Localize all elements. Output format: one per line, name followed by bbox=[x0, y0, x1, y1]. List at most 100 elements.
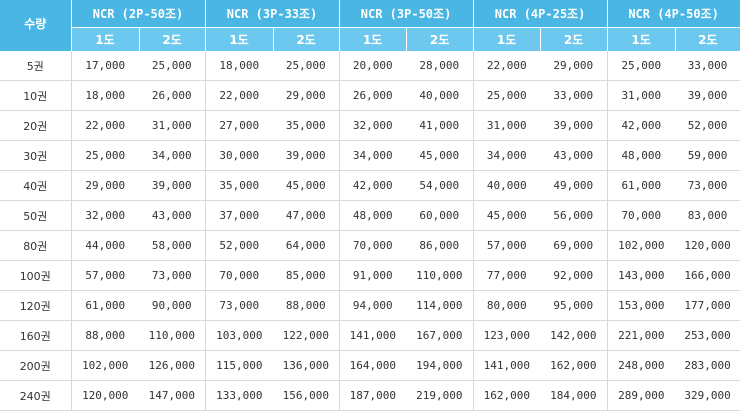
price-cell: 35,000 bbox=[205, 170, 274, 201]
price-cell: 29,000 bbox=[273, 80, 340, 111]
price-cell: 69,000 bbox=[540, 230, 608, 261]
price-cell: 45,000 bbox=[273, 170, 340, 201]
price-cell: 164,000 bbox=[339, 350, 407, 381]
price-cell: 52,000 bbox=[675, 110, 740, 141]
price-cell: 33,000 bbox=[540, 80, 608, 111]
price-cell: 102,000 bbox=[71, 350, 139, 381]
price-cell: 28,000 bbox=[406, 51, 474, 81]
price-cell: 95,000 bbox=[540, 290, 608, 321]
price-cell: 64,000 bbox=[273, 230, 340, 261]
table-row: 40권 29,000 39,000 35,000 45,000 42,000 54,000 4… bbox=[0, 170, 740, 201]
group-header-3p-50: NCR (3P-50조) bbox=[339, 0, 474, 28]
price-cell: 29,000 bbox=[71, 170, 139, 201]
price-cell: 58,000 bbox=[139, 230, 206, 261]
price-cell: 126,000 bbox=[139, 350, 206, 381]
price-cell: 187,000 bbox=[339, 380, 407, 411]
price-cell: 25,000 bbox=[273, 51, 340, 81]
quantity-cell: 240권 bbox=[0, 380, 72, 411]
price-cell: 110,000 bbox=[139, 320, 206, 351]
sub-header-1-color: 1도 bbox=[339, 27, 407, 51]
group-header-2p-50: NCR (2P-50조) bbox=[71, 0, 206, 28]
table-row: 5권 17,000 25,000 18,000 25,000 20,000 28,000 22… bbox=[0, 51, 740, 81]
price-cell: 120,000 bbox=[675, 230, 740, 261]
price-cell: 32,000 bbox=[71, 200, 139, 231]
price-cell: 22,000 bbox=[473, 51, 541, 81]
price-cell: 31,000 bbox=[139, 110, 206, 141]
price-cell: 54,000 bbox=[406, 170, 474, 201]
price-cell: 94,000 bbox=[339, 290, 407, 321]
price-cell: 40,000 bbox=[406, 80, 474, 111]
price-cell: 122,000 bbox=[273, 320, 340, 351]
price-cell: 20,000 bbox=[339, 51, 407, 81]
price-cell: 43,000 bbox=[139, 200, 206, 231]
price-cell: 27,000 bbox=[205, 110, 274, 141]
sub-header-2-color: 2도 bbox=[273, 27, 340, 51]
price-cell: 141,000 bbox=[339, 320, 407, 351]
table-row: 50권 32,000 43,000 37,000 47,000 48,000 60,000 4… bbox=[0, 200, 740, 231]
price-cell: 102,000 bbox=[607, 230, 676, 261]
price-cell: 17,000 bbox=[71, 51, 139, 81]
price-cell: 18,000 bbox=[205, 51, 274, 81]
price-cell: 31,000 bbox=[607, 80, 676, 111]
price-cell: 133,000 bbox=[205, 380, 274, 411]
price-cell: 92,000 bbox=[540, 260, 608, 291]
price-cell: 25,000 bbox=[473, 80, 541, 111]
price-cell: 59,000 bbox=[675, 140, 740, 171]
price-cell: 86,000 bbox=[406, 230, 474, 261]
price-cell: 329,000 bbox=[675, 380, 740, 411]
price-cell: 156,000 bbox=[273, 380, 340, 411]
quantity-cell: 50권 bbox=[0, 200, 72, 231]
group-header-4p-50: NCR (4P-50조) bbox=[607, 0, 740, 28]
price-cell: 34,000 bbox=[139, 140, 206, 171]
group-header-row: 수량 NCR (2P-50조) NCR (3P-33조) NCR (3P-50조… bbox=[0, 0, 740, 51]
price-cell: 45,000 bbox=[406, 140, 474, 171]
price-cell: 56,000 bbox=[540, 200, 608, 231]
price-cell: 141,000 bbox=[473, 350, 541, 381]
price-cell: 115,000 bbox=[205, 350, 274, 381]
price-cell: 289,000 bbox=[607, 380, 676, 411]
table-body: 5권 17,000 25,000 18,000 25,000 20,000 28,000 22… bbox=[0, 51, 740, 411]
price-cell: 45,000 bbox=[473, 200, 541, 231]
table-row: 240권 120,000 147,000 133,000 156,000 187,000 2… bbox=[0, 380, 740, 411]
price-cell: 88,000 bbox=[273, 290, 340, 321]
price-cell: 39,000 bbox=[139, 170, 206, 201]
price-cell: 147,000 bbox=[139, 380, 206, 411]
quantity-cell: 30권 bbox=[0, 140, 72, 171]
quantity-cell: 5권 bbox=[0, 51, 72, 81]
price-cell: 32,000 bbox=[339, 110, 407, 141]
quantity-cell: 200권 bbox=[0, 350, 72, 381]
sub-header-2-color: 2도 bbox=[675, 27, 740, 51]
price-cell: 177,000 bbox=[675, 290, 740, 321]
price-cell: 73,000 bbox=[205, 290, 274, 321]
price-cell: 283,000 bbox=[675, 350, 740, 381]
sub-header-2-color: 2도 bbox=[540, 27, 608, 51]
price-cell: 110,000 bbox=[406, 260, 474, 291]
quantity-cell: 10권 bbox=[0, 80, 72, 111]
quantity-cell: 160권 bbox=[0, 320, 72, 351]
price-cell: 26,000 bbox=[139, 80, 206, 111]
sub-header-row: 1도 2도 1도 2도 1도 2도 1도 2도 1도 2도 bbox=[0, 27, 740, 51]
price-cell: 31,000 bbox=[473, 110, 541, 141]
table-row: 30권 25,000 34,000 30,000 39,000 34,000 45,000 3… bbox=[0, 140, 740, 171]
price-cell: 120,000 bbox=[71, 380, 139, 411]
price-cell: 88,000 bbox=[71, 320, 139, 351]
group-header-3p-33: NCR (3P-33조) bbox=[205, 0, 340, 28]
price-cell: 61,000 bbox=[71, 290, 139, 321]
sub-header-2-color: 2도 bbox=[139, 27, 206, 51]
price-cell: 33,000 bbox=[675, 51, 740, 81]
price-cell: 77,000 bbox=[473, 260, 541, 291]
price-cell: 41,000 bbox=[406, 110, 474, 141]
table-row: 160권 88,000 110,000 103,000 122,000 141,000 16… bbox=[0, 320, 740, 351]
quantity-cell: 100권 bbox=[0, 260, 72, 291]
sub-header-2-color: 2도 bbox=[406, 27, 474, 51]
price-cell: 22,000 bbox=[71, 110, 139, 141]
price-cell: 162,000 bbox=[473, 380, 541, 411]
price-cell: 30,000 bbox=[205, 140, 274, 171]
price-cell: 48,000 bbox=[607, 140, 676, 171]
price-cell: 91,000 bbox=[339, 260, 407, 291]
price-cell: 219,000 bbox=[406, 380, 474, 411]
quantity-cell: 20권 bbox=[0, 110, 72, 141]
price-cell: 47,000 bbox=[273, 200, 340, 231]
price-cell: 70,000 bbox=[205, 260, 274, 291]
